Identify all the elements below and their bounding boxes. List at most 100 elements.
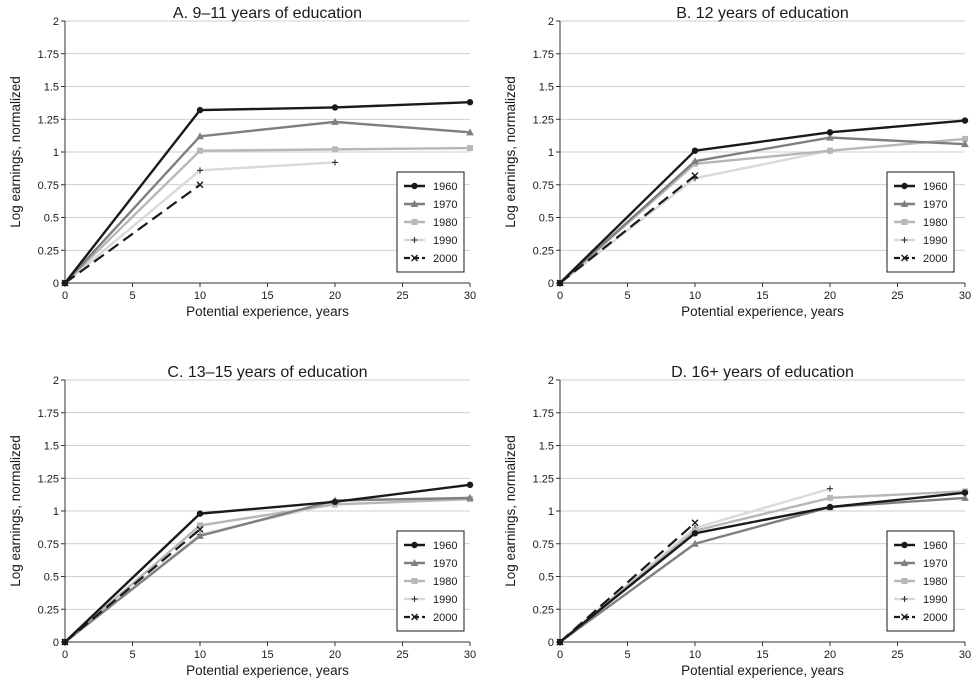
x-tick-label: 30 [464, 649, 476, 661]
data-point-2000 [692, 520, 698, 526]
series-line-1990 [560, 489, 830, 642]
x-tick-label: 0 [62, 649, 68, 661]
y-tick-label: 0.5 [44, 572, 59, 584]
y-tick-label: 0.5 [539, 572, 554, 584]
y-tick-label: 1.25 [38, 473, 59, 485]
y-tick-label: 0.5 [539, 213, 554, 225]
legend-label: 1990 [433, 594, 457, 606]
y-tick-label: 0 [53, 278, 59, 290]
legend-label: 1990 [923, 594, 947, 606]
legend-label: 1980 [923, 217, 947, 229]
x-axis-label: Potential experience, years [186, 304, 349, 319]
data-point-1960 [467, 99, 473, 105]
y-tick-label: 2 [53, 375, 59, 387]
y-axis-label: Log earnings, normalized [8, 76, 23, 228]
x-tick-label: 15 [261, 290, 273, 302]
x-tick-label: 10 [689, 649, 701, 661]
y-tick-label: 1.5 [44, 82, 59, 94]
data-point-1960 [332, 499, 338, 505]
y-tick-label: 1.5 [539, 82, 554, 94]
legend-label: 2000 [433, 612, 457, 624]
data-point-1980 [332, 146, 338, 152]
x-tick-label: 30 [959, 290, 971, 302]
y-tick-label: 1 [53, 506, 59, 518]
series-line-2000 [65, 185, 200, 283]
y-tick-label: 1.75 [38, 408, 59, 420]
x-tick-label: 30 [464, 290, 476, 302]
y-tick-label: 0.25 [38, 604, 59, 616]
y-tick-label: 0 [53, 637, 59, 649]
y-tick-label: 0.25 [533, 604, 554, 616]
panel-b: 00.250.50.7511.251.51.7520 5 10 15 20 25 30B. … [503, 5, 971, 319]
y-tick-label: 0.5 [44, 213, 59, 225]
data-point-1980 [467, 145, 473, 151]
legend-label: 1990 [433, 235, 457, 247]
chart-title: C. 13–15 years of education [167, 364, 367, 381]
x-tick-label: 10 [689, 290, 701, 302]
legend: 1960 1970 1980 1990 2000 [887, 531, 954, 631]
chart-title: D. 16+ years of education [671, 364, 854, 381]
y-tick-label: 2 [548, 16, 554, 28]
legend-label: 1970 [923, 199, 947, 211]
y-tick-label: 1.75 [533, 408, 554, 420]
y-tick-label: 1.75 [533, 49, 554, 61]
legend-label: 1960 [433, 181, 457, 193]
series-line-1990 [65, 162, 335, 283]
chart-title: A. 9–11 years of education [173, 5, 362, 22]
data-point-1960 [62, 280, 68, 286]
y-tick-label: 1 [548, 147, 554, 159]
legend-label: 1960 [923, 181, 947, 193]
y-tick-label: 1 [548, 506, 554, 518]
legend-marker-1960 [901, 542, 907, 548]
x-tick-label: 0 [62, 290, 68, 302]
x-tick-label: 15 [261, 649, 273, 661]
data-point-1990 [332, 159, 338, 165]
series-line-2000 [65, 529, 200, 642]
data-point-1960 [962, 117, 968, 123]
data-point-1960 [557, 639, 563, 645]
y-tick-label: 0.75 [38, 539, 59, 551]
x-tick-label: 0 [557, 649, 563, 661]
x-tick-label: 20 [824, 649, 836, 661]
data-point-1960 [692, 530, 698, 536]
x-tick-label: 25 [891, 649, 903, 661]
y-tick-label: 0 [548, 278, 554, 290]
data-point-1960 [692, 147, 698, 153]
data-point-1960 [827, 504, 833, 510]
x-tick-label: 10 [194, 649, 206, 661]
data-point-1960 [557, 280, 563, 286]
legend-marker-1960 [411, 183, 417, 189]
y-tick-label: 2 [548, 375, 554, 387]
x-tick-label: 20 [824, 290, 836, 302]
y-tick-label: 0.75 [533, 539, 554, 551]
legend-label: 2000 [923, 612, 947, 624]
legend-label: 1970 [923, 558, 947, 570]
x-tick-label: 5 [129, 649, 135, 661]
y-tick-label: 1.25 [533, 114, 554, 126]
legend-marker-1980 [902, 219, 908, 225]
x-axis-label: Potential experience, years [681, 663, 844, 678]
y-tick-label: 2 [53, 16, 59, 28]
x-tick-label: 10 [194, 290, 206, 302]
legend-label: 2000 [923, 253, 947, 265]
chart-title: B. 12 years of education [676, 5, 849, 22]
x-axis-label: Potential experience, years [186, 663, 349, 678]
y-tick-label: 0.25 [533, 245, 554, 257]
data-point-1980 [827, 495, 833, 501]
data-point-1960 [62, 639, 68, 645]
data-point-1960 [197, 107, 203, 113]
x-tick-label: 25 [396, 649, 408, 661]
x-tick-label: 30 [959, 649, 971, 661]
data-point-1960 [962, 489, 968, 495]
data-point-1960 [827, 129, 833, 135]
data-point-1980 [197, 148, 203, 154]
data-point-1960 [197, 510, 203, 516]
legend-marker-1960 [901, 183, 907, 189]
x-tick-label: 25 [891, 290, 903, 302]
y-tick-label: 1.5 [44, 441, 59, 453]
x-tick-label: 5 [624, 649, 630, 661]
legend-label: 1970 [433, 199, 457, 211]
x-tick-label: 25 [396, 290, 408, 302]
y-tick-label: 1.25 [38, 114, 59, 126]
